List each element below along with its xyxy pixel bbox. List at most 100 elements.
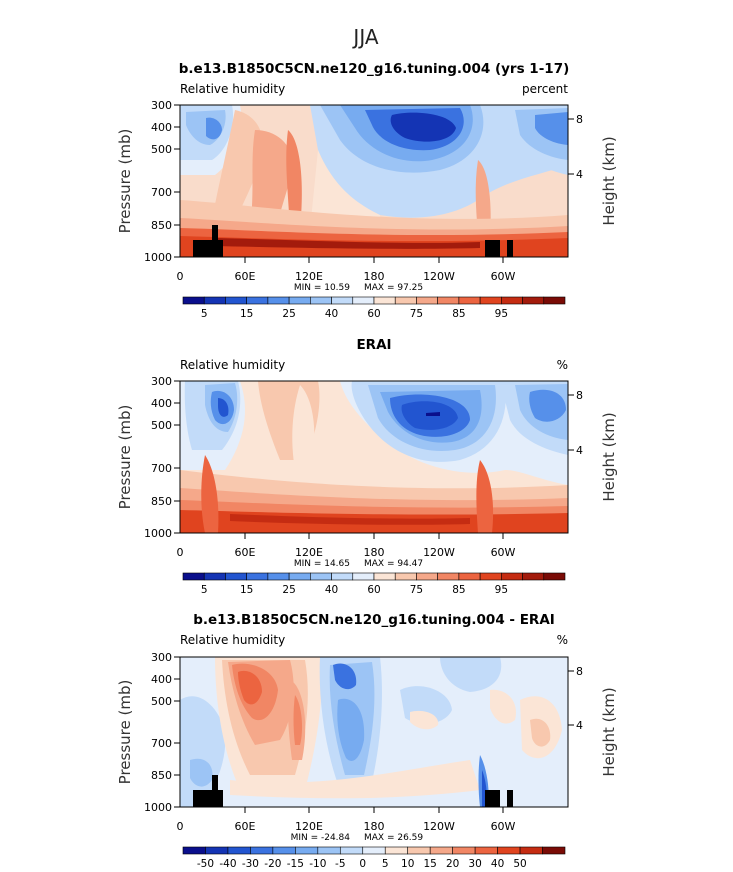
- xtick-label: 60E: [235, 546, 256, 559]
- colorbar-swatch: [272, 846, 296, 855]
- colorbar-swatch: [246, 296, 269, 305]
- heatmap-field: [180, 105, 568, 257]
- xtick-label: 180: [364, 546, 385, 559]
- y2tick-label: 8: [576, 389, 583, 402]
- colorbar-label: -5: [335, 858, 345, 870]
- colorbar-swatch: [225, 572, 247, 581]
- colorbar-swatch: [458, 572, 481, 581]
- xtick-label: 60E: [235, 820, 256, 833]
- xtick-label: 60W: [491, 820, 516, 833]
- ytick-label: 1000: [144, 801, 172, 814]
- colorbar-swatch: [522, 572, 545, 581]
- min-label: MIN = -24.84: [291, 833, 351, 843]
- colorbar-swatch: [267, 296, 290, 305]
- ytick-label: 400: [151, 121, 172, 134]
- colorbar-label: 20: [446, 858, 459, 870]
- colorbar-label: 85: [452, 584, 465, 596]
- colorbar-swatch: [225, 296, 247, 305]
- y2tick-label: 4: [576, 168, 583, 181]
- ytick-label: 300: [151, 99, 172, 112]
- y-axis-title: Pressure (mb): [116, 405, 134, 510]
- colorbar-swatch: [373, 572, 396, 581]
- panel-difference: b.e13.B1850C5CN.ne120_g16.tuning.004 - E…: [116, 612, 618, 870]
- colorbar-label: 60: [367, 308, 380, 320]
- units-label: %: [557, 358, 568, 372]
- y2-axis-title: Height (km): [600, 412, 618, 501]
- colorbar-swatch: [416, 296, 438, 305]
- colorbar-swatch: [407, 846, 431, 855]
- colorbar-swatch: [543, 572, 566, 581]
- ytick-label: 500: [151, 143, 172, 156]
- colorbar-label: 15: [240, 584, 253, 596]
- max-label: MAX = 26.59: [364, 833, 423, 843]
- xtick-label: 60W: [491, 270, 516, 283]
- y2tick-label: 4: [576, 444, 583, 457]
- min-label: MIN = 14.65: [294, 559, 350, 569]
- colorbar-label: 5: [382, 858, 389, 870]
- colorbar-label: 25: [282, 584, 295, 596]
- max-label: MAX = 97.25: [364, 283, 423, 293]
- colorbar-swatch: [501, 572, 523, 581]
- y-axis-title: Pressure (mb): [116, 680, 134, 785]
- colorbar-label: -30: [242, 858, 259, 870]
- xtick-label: 60W: [491, 546, 516, 559]
- colorbar-swatch: [288, 572, 311, 581]
- colorbar-label: -20: [264, 858, 281, 870]
- colorbar-label: 40: [491, 858, 504, 870]
- xtick-label: 180: [364, 820, 385, 833]
- ytick-label: 700: [151, 462, 172, 475]
- y2tick-label: 8: [576, 665, 583, 678]
- colorbar-label: 15: [240, 308, 253, 320]
- ytick-label: 850: [151, 219, 172, 232]
- colorbar-swatch: [331, 296, 354, 305]
- colorbar-swatch: [295, 846, 319, 855]
- xtick-label: 120W: [423, 820, 455, 833]
- ytick-label: 300: [151, 375, 172, 388]
- colorbar-label: 75: [410, 584, 423, 596]
- xtick-label: 120E: [295, 546, 323, 559]
- colorbar-label: 30: [468, 858, 481, 870]
- season-title: JJA: [351, 25, 378, 49]
- variable-label: Relative humidity: [180, 358, 285, 372]
- colorbar: 5 15 25 40 60 75 85 95: [182, 572, 566, 596]
- colorbar-swatch: [246, 572, 269, 581]
- colorbar-label: 50: [513, 858, 526, 870]
- colorbar-label: -15: [287, 858, 304, 870]
- panel-model: b.e13.B1850C5CN.ne120_g16.tuning.004 (yr…: [116, 61, 618, 320]
- xtick-label: 120W: [423, 270, 455, 283]
- colorbar-swatch: [452, 846, 476, 855]
- colorbar-swatch: [182, 846, 206, 855]
- colorbar-label: -50: [197, 858, 214, 870]
- panel-title: ERAI: [356, 337, 391, 353]
- colorbar-swatch: [310, 572, 332, 581]
- ytick-label: 400: [151, 673, 172, 686]
- colorbar-swatch: [373, 296, 396, 305]
- colorbar-swatch: [474, 846, 498, 855]
- y2-axis-title: Height (km): [600, 687, 618, 776]
- colorbar-label: 15: [423, 858, 436, 870]
- colorbar-swatch: [203, 572, 226, 581]
- colorbar-swatch: [288, 296, 311, 305]
- colorbar-swatch: [501, 296, 523, 305]
- colorbar-label: 95: [495, 308, 508, 320]
- colorbar-swatch: [437, 572, 460, 581]
- min-label: MIN = 10.59: [294, 283, 350, 293]
- xtick-label: 120E: [295, 820, 323, 833]
- heatmap-field: [180, 657, 568, 807]
- y2tick-label: 4: [576, 719, 583, 732]
- colorbar-swatch: [384, 846, 409, 855]
- colorbar-label: -40: [219, 858, 236, 870]
- colorbar-swatch: [317, 846, 341, 855]
- y2-axis-title: Height (km): [600, 136, 618, 225]
- colorbar-label: 85: [452, 308, 465, 320]
- colorbar-label: 75: [410, 308, 423, 320]
- colorbar-swatch: [394, 296, 417, 305]
- y2tick-label: 8: [576, 113, 583, 126]
- colorbar-swatch: [362, 846, 386, 855]
- panel-title: b.e13.B1850C5CN.ne120_g16.tuning.004 (yr…: [179, 61, 570, 77]
- xtick-label: 0: [177, 546, 184, 559]
- variable-label: Relative humidity: [180, 633, 285, 647]
- ytick-label: 850: [151, 495, 172, 508]
- colorbar-swatch: [519, 846, 543, 855]
- units-label: %: [557, 633, 568, 647]
